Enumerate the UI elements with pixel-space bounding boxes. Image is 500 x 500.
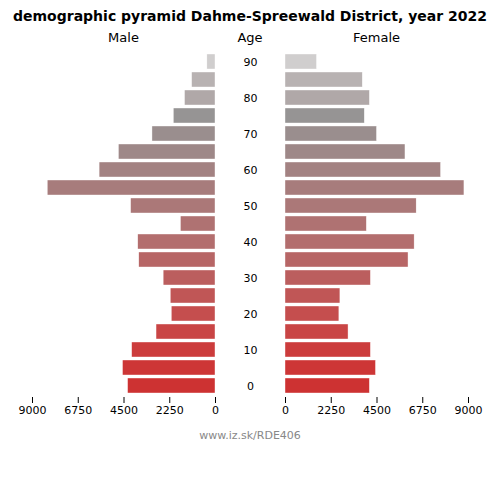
svg-text:0: 0 xyxy=(212,404,219,417)
svg-text:80: 80 xyxy=(244,92,258,105)
svg-text:9000: 9000 xyxy=(19,404,47,417)
html-text:Female: Female xyxy=(353,30,400,45)
svg-text:10: 10 xyxy=(244,344,258,357)
svg-text:9000: 9000 xyxy=(455,404,483,417)
svg-text:30: 30 xyxy=(244,272,258,285)
svg-text:40: 40 xyxy=(244,236,258,249)
html-text:demographic pyramid Dahme-Spre: demographic pyramid Dahme-Spreewald Dist… xyxy=(13,8,487,24)
svg-text:90: 90 xyxy=(244,56,258,69)
html-text:Male: Male xyxy=(108,30,139,45)
svg-text:6750: 6750 xyxy=(409,404,437,417)
svg-text:4500: 4500 xyxy=(110,404,138,417)
svg-text:0: 0 xyxy=(247,380,254,393)
svg-text:6750: 6750 xyxy=(64,404,92,417)
svg-text:60: 60 xyxy=(244,164,258,177)
svg-text:2250: 2250 xyxy=(156,404,184,417)
svg-text:0: 0 xyxy=(282,404,289,417)
html-text:Age: Age xyxy=(237,30,263,45)
svg-text:20: 20 xyxy=(244,308,258,321)
svg-text:2250: 2250 xyxy=(317,404,345,417)
svg-text:4500: 4500 xyxy=(363,404,391,417)
html-text:www.iz.sk/RDE406: www.iz.sk/RDE406 xyxy=(199,429,301,442)
svg-text:70: 70 xyxy=(244,128,258,141)
svg-text:50: 50 xyxy=(244,200,258,213)
